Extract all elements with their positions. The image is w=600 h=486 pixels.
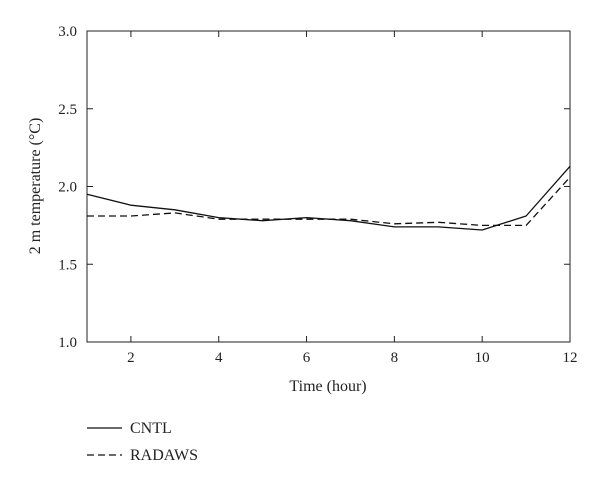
plot-frame bbox=[86, 30, 571, 343]
tick-labels: 2 4 6 8 10 12 1.0 1.5 2.0 2.5 3.0 bbox=[58, 24, 577, 366]
series-line-cntl bbox=[86, 165, 571, 231]
y-tick-label-2: 2.0 bbox=[58, 180, 77, 196]
series-line-radaws bbox=[87, 176, 571, 227]
y-tick-label-0: 1.0 bbox=[58, 335, 77, 351]
x-tick-label-0: 2 bbox=[127, 350, 135, 366]
x-tick-label-4: 10 bbox=[475, 350, 490, 366]
y-axis-label: 2 m temperature (°C) bbox=[27, 118, 44, 255]
x-tick-label-2: 6 bbox=[303, 350, 311, 366]
x-axis-label: Time (hour) bbox=[289, 378, 366, 395]
legend-label-radaws: RADAWS bbox=[130, 447, 198, 464]
series-lines bbox=[86, 165, 571, 231]
ticks bbox=[87, 30, 571, 343]
y-tick-label-4: 3.0 bbox=[58, 24, 77, 40]
legend-label-cntl: CNTL bbox=[130, 420, 172, 437]
x-tick-label-3: 8 bbox=[391, 350, 399, 366]
legend: CNTL RADAWS bbox=[87, 420, 198, 464]
x-tick-label-1: 4 bbox=[215, 350, 223, 366]
y-tick-label-1: 1.5 bbox=[58, 257, 77, 273]
x-tick-label-5: 12 bbox=[563, 350, 578, 366]
y-tick-label-3: 2.5 bbox=[58, 102, 77, 118]
